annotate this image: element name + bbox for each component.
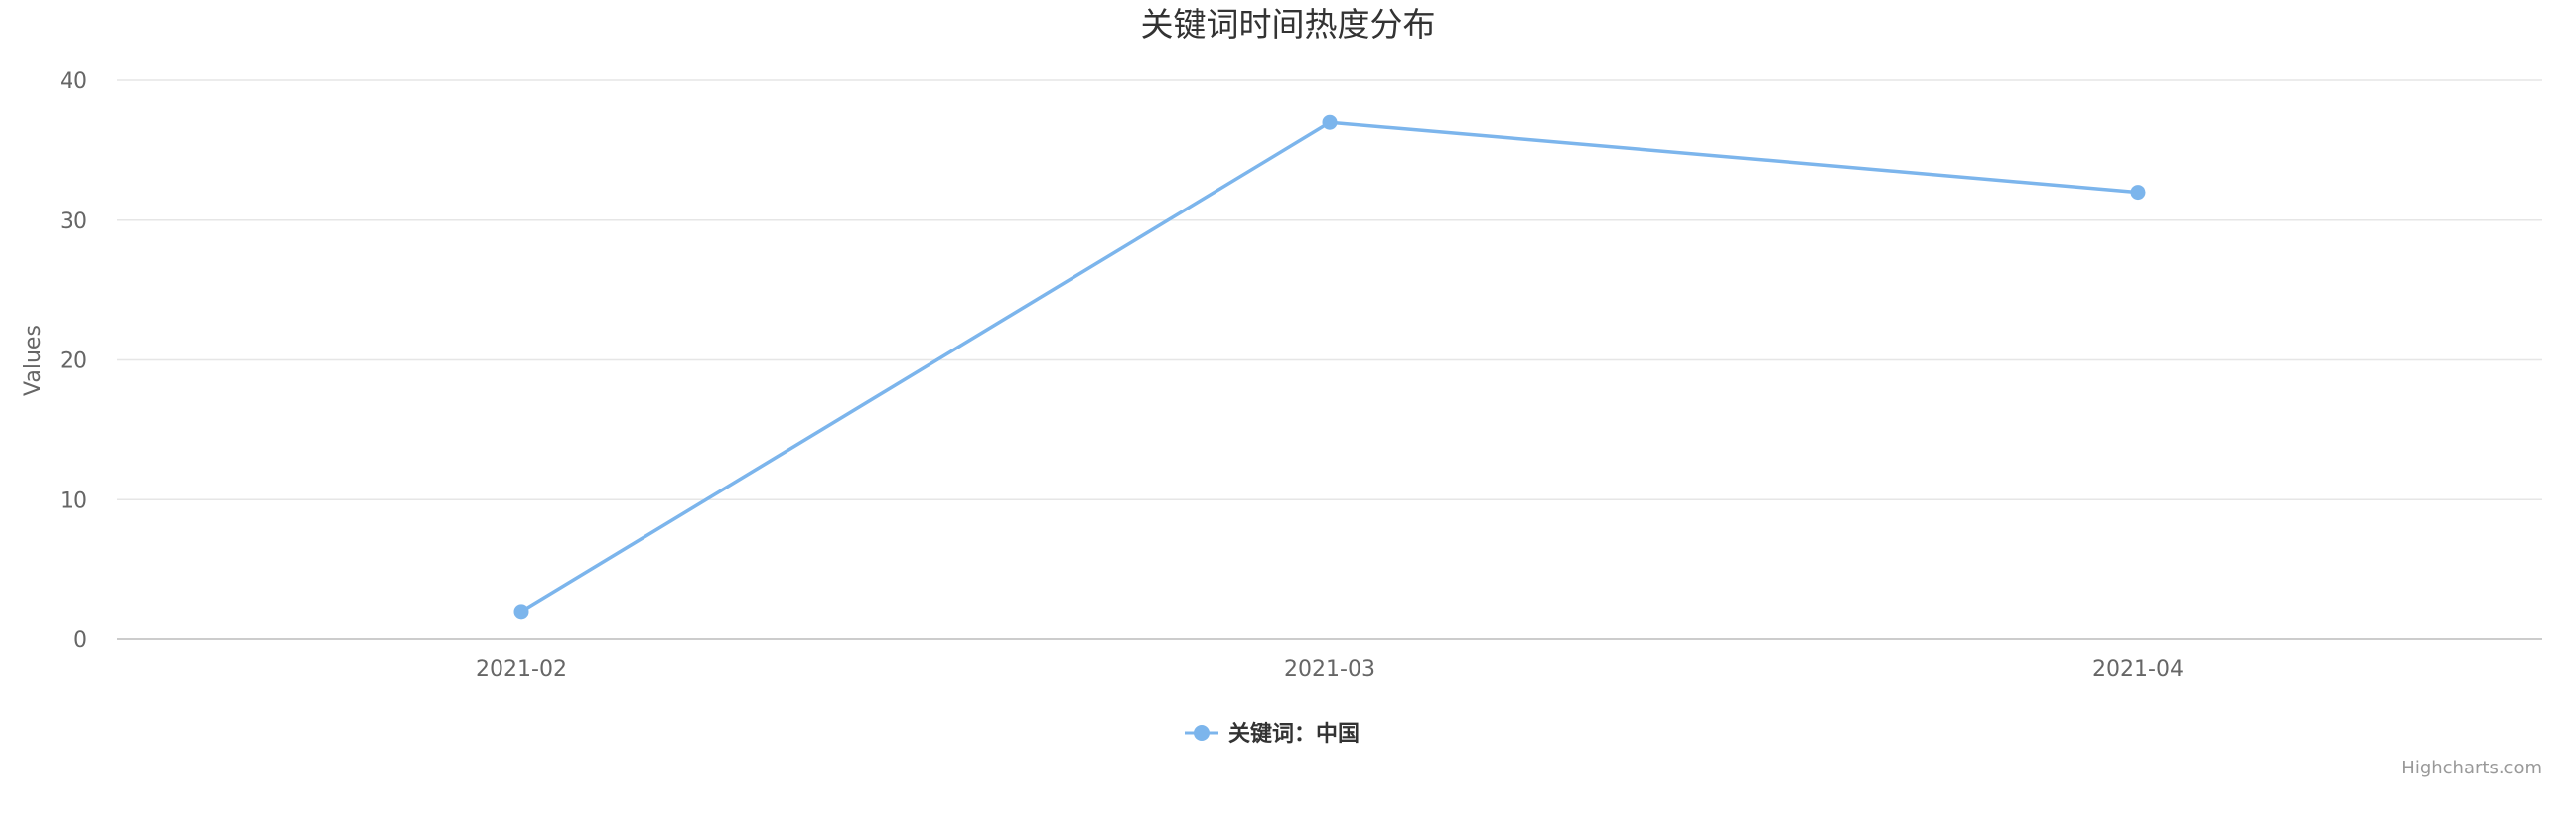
data-point-marker[interactable] [513, 604, 529, 620]
grid-lines [117, 79, 2542, 500]
y-tick-label: 30 [60, 210, 87, 234]
chart-title: 关键词时间热度分布 [1141, 5, 1436, 44]
series-group [513, 114, 2146, 620]
y-tick-label: 0 [73, 628, 87, 653]
legend[interactable]: 关键词：中国 [1185, 721, 1360, 747]
x-tick-label: 2021-02 [476, 657, 567, 682]
data-point-marker[interactable] [1322, 114, 1338, 130]
legend-series-marker-icon [1194, 725, 1210, 741]
y-axis-tick-labels: 0 10 20 30 40 [60, 70, 87, 653]
y-axis-title: Values [21, 325, 46, 396]
y-tick-label: 10 [60, 489, 87, 513]
x-tick-label: 2021-04 [2092, 657, 2184, 682]
data-point-marker[interactable] [2130, 185, 2146, 201]
x-axis-tick-labels: 2021-02 2021-03 2021-04 [476, 657, 2184, 682]
x-tick-label: 2021-03 [1284, 657, 1375, 682]
y-tick-label: 40 [60, 70, 87, 94]
credits-link[interactable]: Highcharts.com [2401, 758, 2542, 778]
y-tick-label: 20 [60, 349, 87, 374]
legend-series-label[interactable]: 关键词：中国 [1228, 721, 1360, 747]
